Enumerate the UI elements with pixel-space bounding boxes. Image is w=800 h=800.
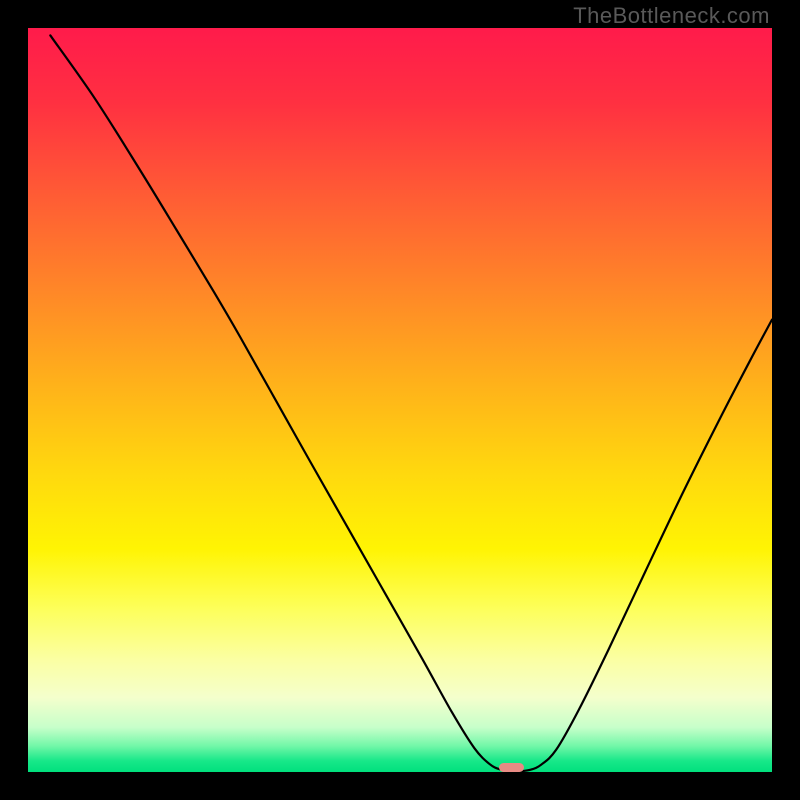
watermark-text: TheBottleneck.com xyxy=(573,3,770,29)
bottleneck-marker xyxy=(499,763,524,772)
bottleneck-curve xyxy=(28,28,772,772)
chart-plot-area xyxy=(28,28,772,772)
